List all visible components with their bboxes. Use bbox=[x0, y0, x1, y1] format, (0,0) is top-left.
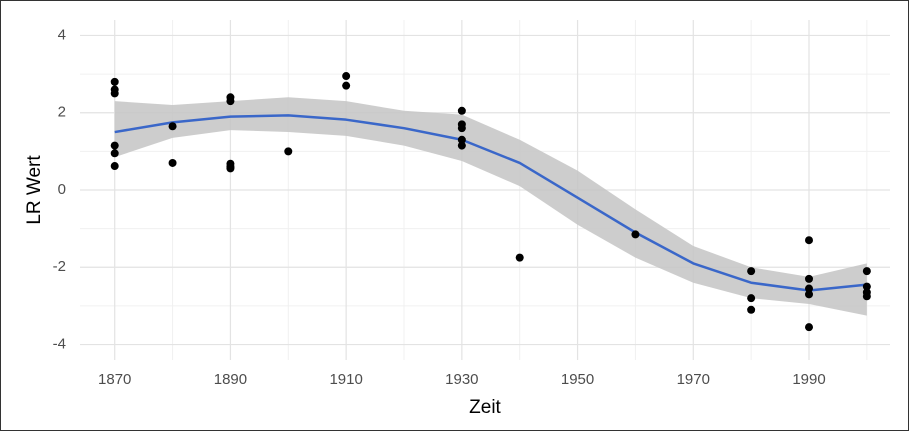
point bbox=[805, 323, 813, 332]
point bbox=[284, 147, 293, 156]
point bbox=[342, 81, 351, 90]
x-tick-label: 1990 bbox=[792, 371, 825, 388]
point bbox=[862, 282, 871, 291]
point bbox=[515, 253, 524, 262]
point bbox=[862, 267, 871, 276]
point bbox=[110, 162, 119, 171]
smooth-line bbox=[114, 114, 867, 292]
point bbox=[168, 122, 177, 131]
x-tick-label: 1950 bbox=[561, 371, 594, 388]
y-tick-label: -2 bbox=[53, 258, 66, 275]
point bbox=[805, 290, 813, 299]
point bbox=[631, 230, 640, 239]
y-tick-label: 2 bbox=[58, 104, 66, 121]
x-tick-label: 1910 bbox=[329, 371, 362, 388]
point bbox=[747, 305, 756, 314]
point bbox=[168, 158, 177, 167]
y-axis-title: LR Wert bbox=[24, 155, 45, 225]
y-tick-label: -4 bbox=[53, 336, 66, 353]
y-tick-label: 0 bbox=[58, 181, 66, 198]
point bbox=[457, 106, 466, 115]
confidence-band bbox=[114, 97, 867, 316]
point bbox=[110, 89, 119, 98]
x-tick-label: 1890 bbox=[214, 371, 247, 388]
point bbox=[457, 124, 466, 133]
point bbox=[110, 149, 119, 158]
point bbox=[862, 292, 871, 301]
point bbox=[342, 72, 351, 81]
x-tick-label: 1930 bbox=[445, 371, 478, 388]
point bbox=[110, 77, 119, 86]
point bbox=[805, 236, 813, 245]
x-axis-title: Zeit bbox=[469, 397, 501, 418]
y-tick-label: 4 bbox=[58, 26, 66, 43]
x-tick-label: 1970 bbox=[677, 371, 710, 388]
point bbox=[805, 284, 813, 293]
point bbox=[805, 274, 813, 283]
point bbox=[226, 97, 235, 106]
point bbox=[110, 141, 119, 150]
point bbox=[457, 135, 466, 144]
x-tick-label: 1870 bbox=[98, 371, 131, 388]
point bbox=[747, 267, 756, 276]
point bbox=[457, 141, 466, 150]
point bbox=[747, 294, 756, 303]
point bbox=[226, 164, 235, 173]
